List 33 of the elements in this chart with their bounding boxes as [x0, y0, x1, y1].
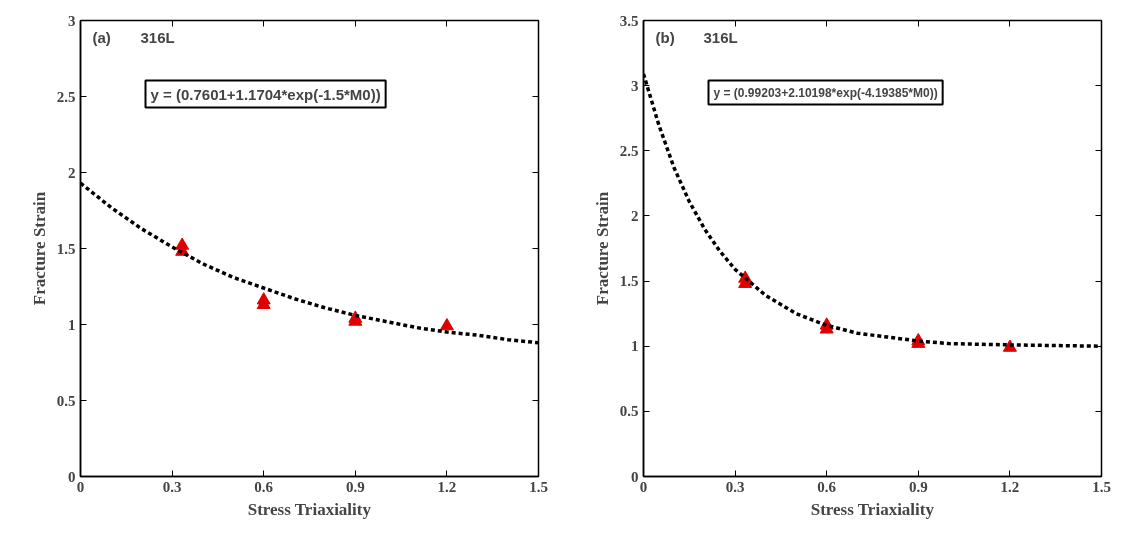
y-tick-label: 1.5	[619, 273, 639, 290]
y-axis-title: Fracture Strain	[29, 191, 49, 306]
x-tick-label: 0.9	[908, 478, 928, 495]
y-tick-label: 2.5	[619, 142, 639, 159]
x-tick-label: 1.5	[529, 478, 548, 495]
x-tick-label: 0.9	[345, 478, 365, 495]
x-axis-title: Stress Triaxiality	[810, 499, 935, 519]
y-tick-label: 0.5	[56, 392, 76, 409]
annotation: y = (0.7601+1.1704*exp(-1.5*M0))	[150, 85, 381, 103]
y-tick-label: 3	[68, 12, 76, 29]
annotation: (b)	[655, 28, 675, 46]
x-tick-label: 1.2	[437, 478, 457, 495]
x-tick-label: 0.6	[817, 478, 837, 495]
y-axis-title: Fracture Strain	[592, 191, 612, 306]
y-tick-label: 3	[631, 77, 639, 94]
y-tick-label: 1.5	[56, 240, 76, 257]
y-tick-label: 0.5	[619, 403, 639, 420]
y-tick-label: 2.5	[56, 88, 76, 105]
y-tick-label: 1	[68, 316, 76, 333]
annotation: (a)	[92, 28, 111, 46]
y-tick-label: 2	[68, 164, 76, 181]
x-tick-label: 1.2	[1000, 478, 1020, 495]
annotation: y = (0.99203+2.10198*exp(-4.19385*M0))	[713, 85, 938, 100]
y-tick-label: 2	[631, 207, 639, 224]
y-tick-label: 1	[631, 338, 639, 355]
x-tick-label: 0.6	[254, 478, 274, 495]
x-tick-label: 0.3	[725, 478, 745, 495]
annotation: 316L	[703, 28, 738, 46]
x-tick-label: 1.5	[1092, 478, 1111, 495]
x-axis-title: Stress Triaxiality	[247, 499, 372, 519]
annotation: 316L	[140, 28, 175, 46]
y-tick-label: 3.5	[619, 12, 639, 29]
x-tick-label: 0.3	[162, 478, 182, 495]
